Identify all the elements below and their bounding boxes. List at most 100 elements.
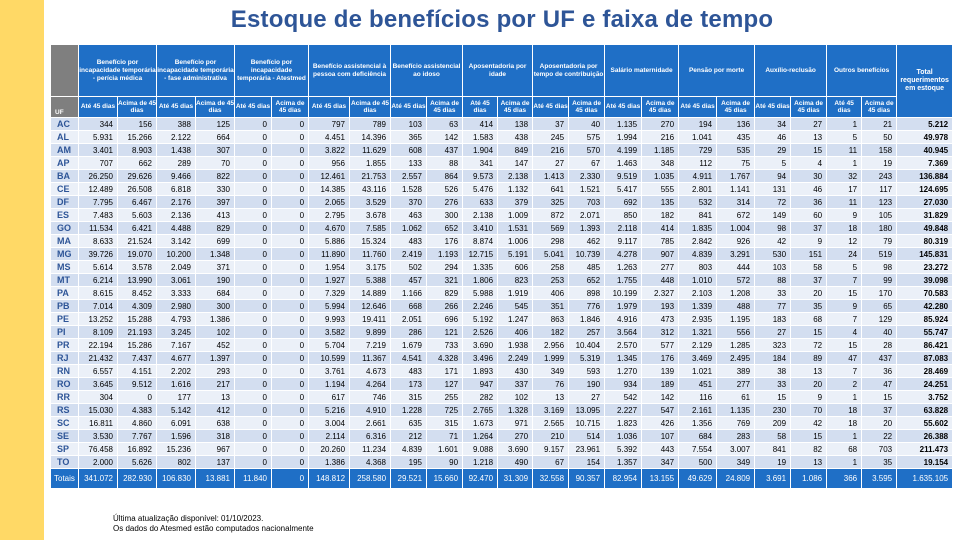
value-cell: 437: [861, 351, 898, 365]
value-cell: 180: [861, 221, 898, 235]
value-cell: 94: [754, 169, 792, 183]
value-cell: 4.677: [156, 351, 196, 365]
value-cell: 547: [641, 403, 680, 417]
subheader-ate-45-dias: Até 45 dias: [532, 96, 570, 118]
uf-cell: GO: [50, 221, 79, 235]
value-cell: 1.616: [156, 377, 196, 391]
value-cell: 182: [532, 325, 570, 339]
totals-cell: 32.558: [532, 468, 570, 489]
value-cell: 1.010: [678, 273, 718, 287]
value-cell: 7.167: [156, 338, 196, 352]
value-cell: 3.690: [497, 442, 534, 456]
table-header: Benefício por incapacidade temporária - …: [50, 44, 954, 118]
value-cell: 283: [716, 429, 756, 443]
table-row: BA 26.250 29.626 9.466 822 0 0 12.461 21.753 2.55…: [50, 169, 954, 183]
table-row: AM 3.401 8.903 1.438 307 0 0 3.822 11.629 608 437 1…: [50, 143, 954, 157]
row-total-cell: 19.154: [896, 455, 954, 469]
value-cell: 190: [568, 377, 606, 391]
value-cell: 406: [532, 286, 570, 300]
value-cell: 0: [270, 286, 310, 300]
value-cell: 349: [532, 364, 570, 378]
value-cell: 863: [532, 312, 570, 326]
uf-cell: AM: [50, 143, 79, 157]
value-cell: 1.285: [716, 338, 756, 352]
totals-cell: 13.155: [641, 468, 680, 489]
row-total-cell: 39.098: [896, 273, 954, 287]
uf-cell: BA: [50, 169, 79, 183]
value-cell: 1.035: [641, 169, 680, 183]
value-cell: 37: [532, 117, 570, 131]
value-cell: 0: [234, 195, 272, 209]
value-cell: 668: [390, 299, 428, 313]
value-cell: 71: [426, 429, 464, 443]
value-cell: 9.993: [308, 312, 351, 326]
value-cell: 1.397: [195, 351, 235, 365]
value-cell: 542: [604, 390, 643, 404]
value-cell: 635: [390, 416, 428, 430]
value-cell: 127: [426, 377, 464, 391]
table-row: AC 344 156 388 125 0 0 797 789 103 63 414 138 37 40 1.1…: [50, 117, 954, 131]
row-total-cell: 63.828: [896, 403, 954, 417]
value-cell: 1.438: [156, 143, 196, 157]
value-cell: 3.333: [156, 286, 196, 300]
value-cell: 1.135: [604, 117, 643, 131]
value-cell: 138: [497, 117, 534, 131]
value-cell: 5: [826, 260, 863, 274]
value-cell: 147: [497, 156, 534, 170]
value-cell: 2.202: [156, 364, 196, 378]
value-cell: 1.062: [390, 221, 428, 235]
row-total-cell: 27.030: [896, 195, 954, 209]
value-cell: 253: [532, 273, 570, 287]
totals-row: Totais 341.072 282.930 106.830 13.881 11.840…: [50, 468, 954, 489]
value-cell: 27: [568, 390, 606, 404]
value-cell: 2.114: [308, 429, 351, 443]
value-cell: 4.488: [156, 221, 196, 235]
value-cell: 11.760: [349, 247, 392, 261]
value-cell: 1.041: [678, 130, 718, 144]
value-cell: 5.988: [462, 286, 499, 300]
value-cell: 304: [78, 390, 118, 404]
value-cell: 18: [826, 403, 863, 417]
value-cell: 0: [270, 247, 310, 261]
value-cell: 1.132: [497, 182, 534, 196]
value-cell: 50: [861, 130, 898, 144]
value-cell: 39.726: [78, 247, 118, 261]
value-cell: 282: [462, 390, 499, 404]
value-cell: 6.557: [78, 364, 118, 378]
subheader-ate-45-dias: Até 45 dias: [308, 96, 351, 118]
value-cell: 12.715: [462, 247, 499, 261]
value-cell: 90: [426, 455, 464, 469]
value-cell: 1: [826, 455, 863, 469]
totals-cell: 3.595: [861, 468, 898, 489]
value-cell: 2.570: [604, 338, 643, 352]
value-cell: 0: [270, 351, 310, 365]
value-cell: 397: [195, 195, 235, 209]
value-cell: 15.030: [78, 403, 118, 417]
value-cell: 16.892: [117, 442, 157, 456]
value-cell: 4.383: [117, 403, 157, 417]
value-cell: 103: [390, 117, 428, 131]
value-cell: 10.739: [568, 247, 606, 261]
page-title: Estoque de benefícios por UF e faixa de …: [230, 6, 774, 33]
value-cell: 0: [234, 221, 272, 235]
value-cell: 684: [195, 286, 235, 300]
value-cell: 9: [826, 208, 863, 222]
value-cell: 315: [390, 390, 428, 404]
value-cell: 652: [426, 221, 464, 235]
value-cell: 3.004: [308, 416, 351, 430]
value-cell: 0: [117, 390, 157, 404]
value-cell: 514: [568, 429, 606, 443]
value-cell: 12.646: [349, 299, 392, 313]
subheader-ate-45-dias: Até 45 dias: [754, 96, 792, 118]
value-cell: 176: [426, 234, 464, 248]
value-cell: 532: [678, 195, 718, 209]
totals-cell: 341.072: [78, 468, 118, 489]
value-cell: 15: [861, 390, 898, 404]
value-cell: 0: [270, 338, 310, 352]
value-cell: 8.615: [78, 286, 118, 300]
value-cell: 330: [195, 182, 235, 196]
value-cell: 0: [234, 130, 272, 144]
value-cell: 652: [568, 273, 606, 287]
value-cell: 435: [716, 130, 756, 144]
subheader-acima-45-dias: Acima de 45 dias: [195, 96, 235, 118]
